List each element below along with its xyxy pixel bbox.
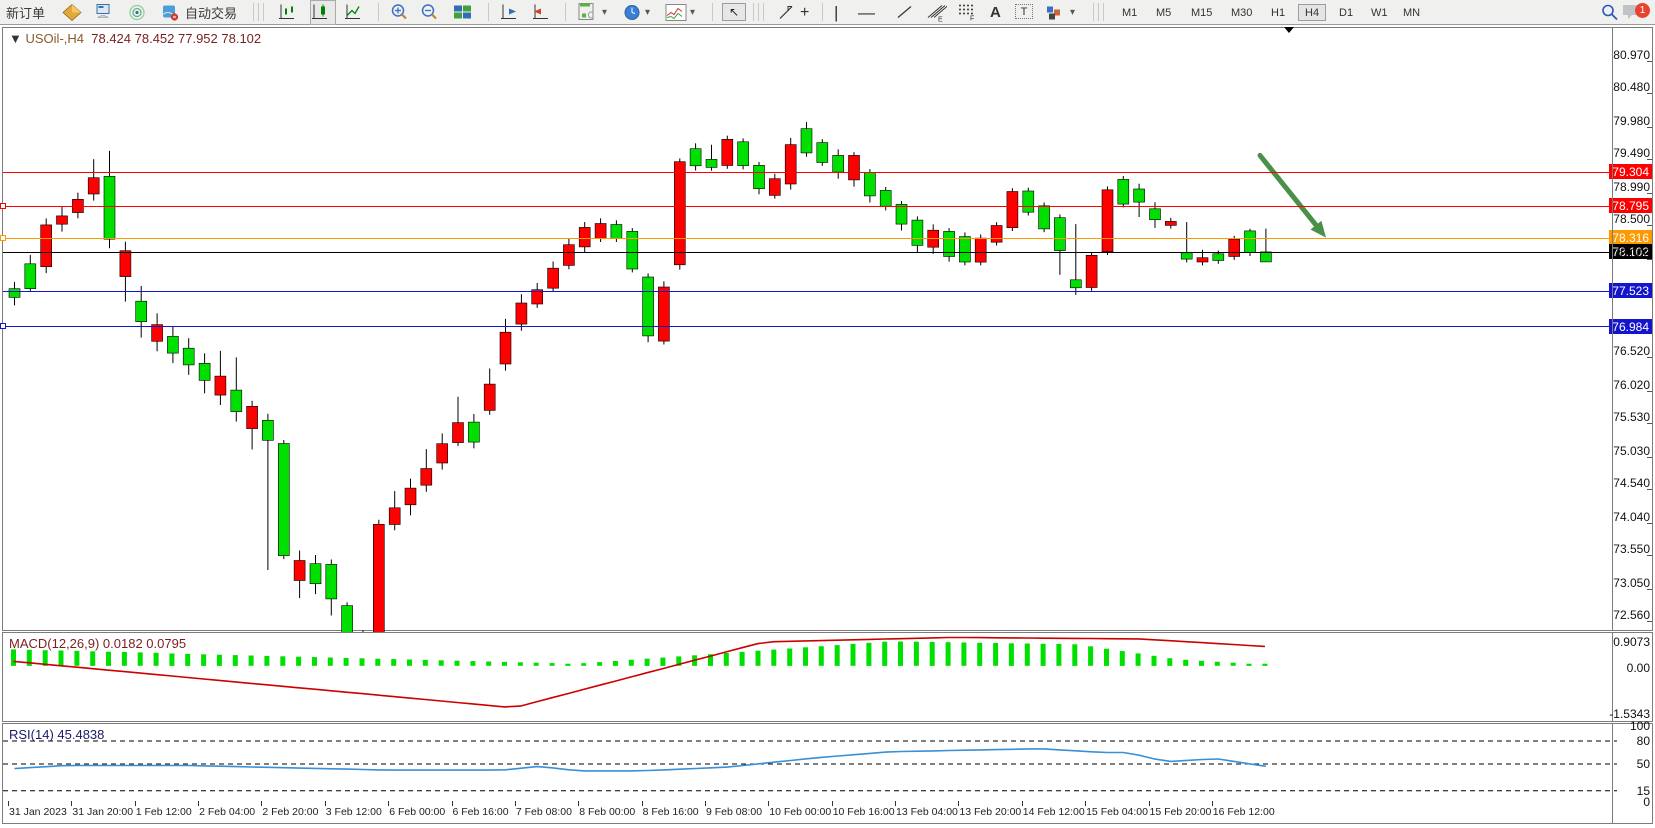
svg-text:E: E [938, 17, 943, 24]
svg-text:F: F [970, 16, 974, 23]
